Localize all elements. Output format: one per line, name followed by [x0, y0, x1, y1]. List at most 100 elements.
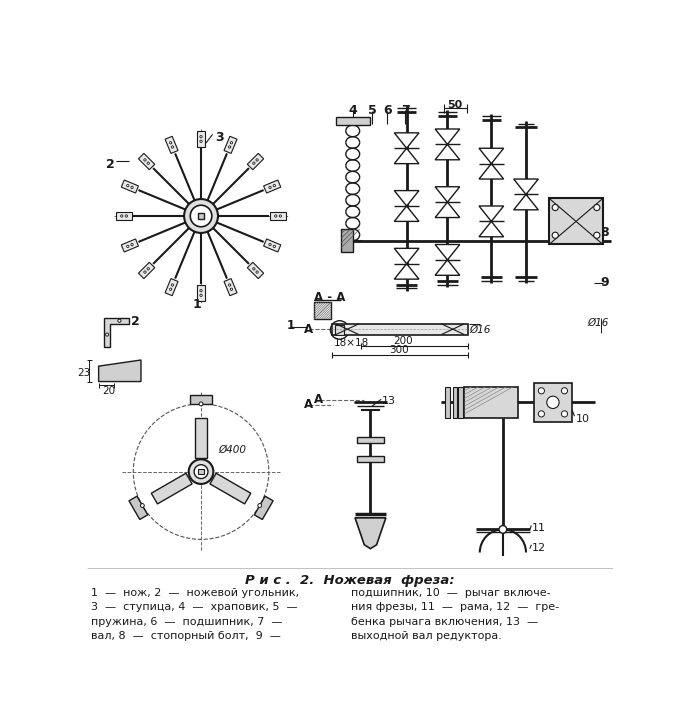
- Polygon shape: [165, 279, 178, 296]
- Circle shape: [538, 411, 544, 417]
- Circle shape: [200, 294, 202, 297]
- Circle shape: [184, 199, 218, 233]
- Circle shape: [169, 288, 172, 290]
- Circle shape: [125, 215, 128, 217]
- Circle shape: [147, 162, 150, 165]
- Text: 1: 1: [193, 297, 201, 310]
- Polygon shape: [197, 285, 205, 300]
- Polygon shape: [435, 187, 460, 202]
- Text: A - A: A - A: [314, 291, 346, 304]
- Circle shape: [189, 459, 213, 484]
- Text: A: A: [314, 393, 323, 406]
- Text: A: A: [304, 399, 313, 412]
- Polygon shape: [122, 180, 139, 193]
- Text: 300: 300: [389, 345, 408, 355]
- Polygon shape: [270, 212, 285, 220]
- Circle shape: [147, 268, 150, 270]
- Polygon shape: [139, 153, 155, 170]
- Bar: [332, 323, 469, 334]
- Polygon shape: [336, 118, 370, 125]
- Polygon shape: [479, 206, 503, 222]
- Polygon shape: [197, 131, 205, 147]
- Text: 20: 20: [102, 386, 115, 396]
- Polygon shape: [479, 148, 503, 164]
- Polygon shape: [435, 202, 460, 217]
- Text: 2: 2: [106, 158, 115, 171]
- Circle shape: [253, 268, 255, 270]
- Circle shape: [230, 142, 232, 144]
- Circle shape: [131, 243, 133, 245]
- Circle shape: [194, 465, 208, 479]
- Text: 50: 50: [447, 100, 462, 110]
- Text: 5: 5: [367, 103, 376, 116]
- Polygon shape: [394, 148, 419, 164]
- Circle shape: [141, 504, 144, 508]
- Polygon shape: [435, 245, 460, 260]
- Text: 23: 23: [77, 367, 90, 378]
- Circle shape: [229, 284, 231, 286]
- Polygon shape: [195, 418, 207, 458]
- Bar: [453, 387, 458, 418]
- Polygon shape: [394, 264, 419, 279]
- Polygon shape: [98, 360, 141, 381]
- Polygon shape: [479, 164, 503, 179]
- Circle shape: [256, 159, 258, 161]
- Text: 18×18: 18×18: [333, 339, 369, 349]
- Circle shape: [118, 319, 121, 322]
- Polygon shape: [394, 133, 419, 148]
- Bar: [533, 383, 572, 422]
- Circle shape: [561, 411, 568, 417]
- Circle shape: [253, 162, 255, 165]
- Circle shape: [126, 245, 129, 248]
- Polygon shape: [435, 129, 460, 144]
- Text: Р и с .  2.  Ножевая  фреза:: Р и с . 2. Ножевая фреза:: [245, 574, 454, 587]
- Circle shape: [561, 388, 568, 394]
- Circle shape: [257, 504, 262, 508]
- Polygon shape: [247, 153, 264, 170]
- Bar: [198, 213, 204, 219]
- Text: 12: 12: [532, 543, 546, 553]
- Circle shape: [256, 271, 258, 273]
- Polygon shape: [394, 248, 419, 264]
- Circle shape: [552, 232, 558, 238]
- Polygon shape: [104, 318, 128, 347]
- Polygon shape: [514, 179, 538, 194]
- Circle shape: [279, 215, 281, 217]
- Polygon shape: [191, 395, 212, 404]
- Polygon shape: [122, 239, 139, 252]
- Polygon shape: [394, 191, 419, 206]
- Polygon shape: [116, 212, 132, 220]
- Text: Ø16: Ø16: [588, 318, 609, 328]
- Circle shape: [229, 146, 231, 148]
- Circle shape: [331, 321, 349, 339]
- Circle shape: [106, 333, 109, 336]
- Polygon shape: [355, 518, 386, 549]
- Polygon shape: [165, 136, 178, 154]
- Circle shape: [121, 215, 123, 217]
- Polygon shape: [514, 194, 538, 210]
- Text: 1: 1: [287, 319, 295, 332]
- Polygon shape: [479, 222, 503, 237]
- Circle shape: [126, 185, 129, 187]
- Polygon shape: [151, 473, 192, 504]
- Bar: [198, 469, 204, 474]
- Circle shape: [144, 271, 146, 273]
- Bar: [464, 387, 518, 418]
- Polygon shape: [435, 144, 460, 160]
- Circle shape: [144, 159, 146, 161]
- Circle shape: [200, 140, 202, 142]
- Polygon shape: [264, 180, 281, 193]
- Polygon shape: [254, 496, 273, 519]
- Polygon shape: [224, 136, 237, 154]
- Polygon shape: [224, 279, 237, 296]
- Bar: [314, 303, 331, 319]
- Circle shape: [273, 185, 275, 187]
- Bar: [445, 387, 449, 418]
- Text: 11: 11: [532, 523, 546, 534]
- Circle shape: [269, 186, 271, 188]
- Polygon shape: [139, 262, 155, 279]
- Circle shape: [191, 205, 212, 227]
- Text: 13: 13: [382, 396, 396, 406]
- Polygon shape: [394, 206, 419, 222]
- Polygon shape: [247, 262, 264, 279]
